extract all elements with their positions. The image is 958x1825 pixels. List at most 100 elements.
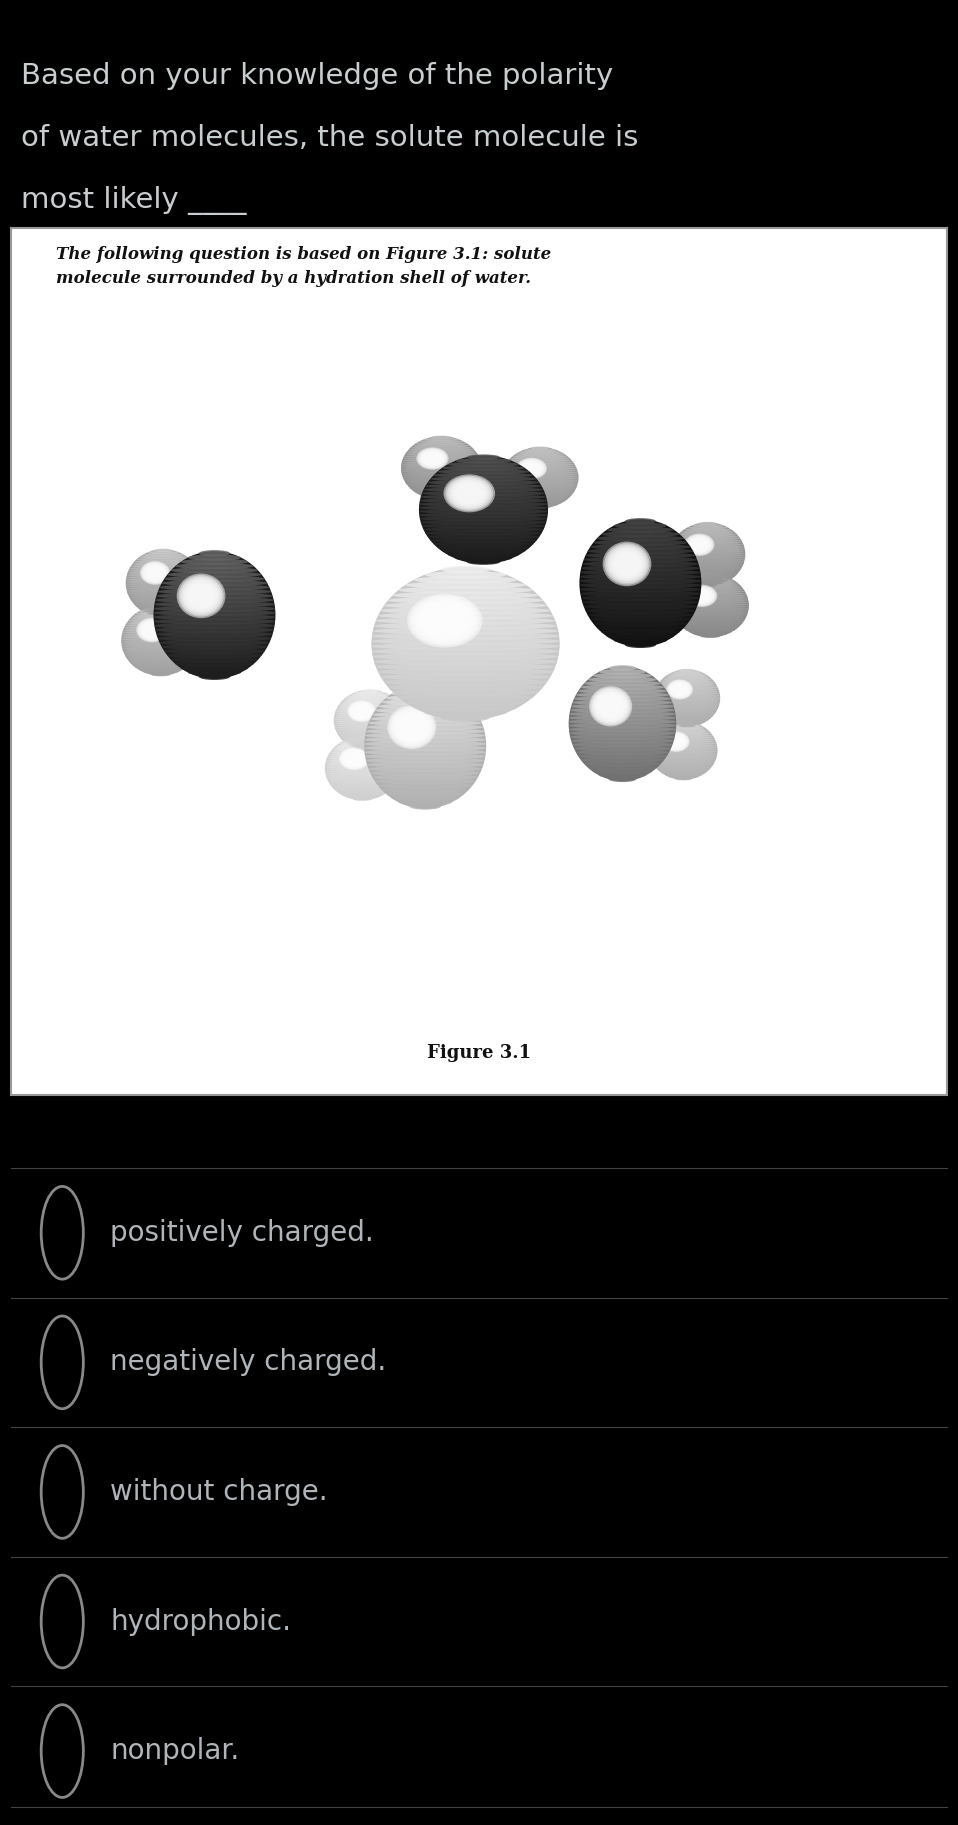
Ellipse shape [569, 712, 675, 717]
Text: Figure 3.1: Figure 3.1 [427, 1044, 531, 1062]
Ellipse shape [530, 447, 550, 449]
Ellipse shape [425, 608, 464, 635]
Ellipse shape [608, 664, 636, 672]
Ellipse shape [505, 489, 575, 493]
Ellipse shape [593, 620, 688, 626]
Ellipse shape [140, 560, 171, 584]
Ellipse shape [373, 712, 478, 717]
Ellipse shape [505, 464, 575, 465]
Ellipse shape [125, 653, 196, 657]
Ellipse shape [673, 597, 748, 600]
Ellipse shape [688, 586, 717, 606]
Ellipse shape [188, 670, 241, 675]
Ellipse shape [126, 573, 200, 577]
Ellipse shape [597, 624, 684, 631]
Ellipse shape [393, 688, 538, 695]
Ellipse shape [597, 694, 625, 719]
Ellipse shape [122, 637, 200, 641]
Ellipse shape [144, 624, 160, 637]
Ellipse shape [340, 748, 368, 768]
Ellipse shape [335, 788, 389, 792]
Ellipse shape [416, 491, 468, 495]
Ellipse shape [373, 774, 478, 781]
Ellipse shape [585, 553, 696, 558]
Ellipse shape [354, 692, 385, 694]
Ellipse shape [654, 692, 719, 695]
Ellipse shape [670, 681, 690, 697]
Ellipse shape [582, 566, 699, 571]
Ellipse shape [669, 776, 698, 777]
Ellipse shape [602, 531, 679, 537]
Ellipse shape [665, 774, 702, 776]
Ellipse shape [602, 697, 620, 715]
Ellipse shape [659, 770, 708, 772]
Ellipse shape [344, 752, 364, 766]
Ellipse shape [507, 462, 574, 464]
Ellipse shape [342, 741, 383, 743]
Ellipse shape [672, 573, 749, 637]
Ellipse shape [378, 703, 472, 710]
Ellipse shape [650, 757, 716, 761]
Ellipse shape [325, 763, 399, 766]
Ellipse shape [675, 569, 741, 571]
Ellipse shape [153, 549, 173, 551]
Ellipse shape [410, 447, 472, 449]
Ellipse shape [678, 533, 737, 537]
Ellipse shape [455, 458, 512, 464]
Ellipse shape [189, 584, 214, 608]
Ellipse shape [410, 487, 472, 489]
Ellipse shape [445, 476, 493, 511]
Ellipse shape [346, 752, 363, 765]
Ellipse shape [573, 741, 673, 748]
Ellipse shape [677, 620, 743, 622]
Ellipse shape [689, 586, 715, 606]
Ellipse shape [525, 464, 538, 473]
Ellipse shape [671, 549, 745, 553]
Ellipse shape [372, 637, 559, 644]
Ellipse shape [372, 631, 559, 641]
Ellipse shape [687, 526, 728, 529]
Ellipse shape [144, 608, 178, 611]
Ellipse shape [678, 586, 742, 589]
Ellipse shape [502, 480, 579, 482]
Ellipse shape [516, 458, 547, 480]
Ellipse shape [334, 714, 405, 717]
Ellipse shape [625, 518, 656, 524]
Ellipse shape [134, 560, 193, 564]
Ellipse shape [364, 741, 486, 746]
Ellipse shape [188, 555, 241, 560]
Ellipse shape [369, 766, 482, 772]
Ellipse shape [406, 482, 476, 485]
Ellipse shape [372, 648, 559, 655]
Ellipse shape [380, 673, 551, 681]
Ellipse shape [423, 487, 543, 493]
Ellipse shape [148, 568, 163, 579]
Ellipse shape [650, 745, 717, 746]
Ellipse shape [594, 690, 627, 723]
Ellipse shape [342, 794, 383, 796]
Ellipse shape [655, 732, 712, 735]
Ellipse shape [147, 566, 164, 580]
Ellipse shape [366, 757, 485, 763]
Ellipse shape [140, 620, 165, 641]
Ellipse shape [450, 480, 488, 507]
Ellipse shape [672, 608, 749, 610]
Ellipse shape [423, 438, 459, 442]
Ellipse shape [517, 458, 546, 478]
Ellipse shape [654, 763, 713, 766]
Ellipse shape [335, 745, 389, 748]
Ellipse shape [655, 766, 712, 768]
Ellipse shape [124, 626, 197, 630]
Ellipse shape [199, 549, 230, 557]
Ellipse shape [663, 677, 711, 679]
Ellipse shape [156, 631, 273, 637]
Ellipse shape [393, 710, 431, 745]
Ellipse shape [139, 608, 188, 611]
Ellipse shape [511, 496, 570, 498]
Ellipse shape [378, 783, 472, 788]
Ellipse shape [508, 458, 572, 462]
Ellipse shape [351, 703, 373, 719]
Ellipse shape [700, 573, 720, 577]
Ellipse shape [393, 591, 538, 599]
Ellipse shape [128, 619, 194, 622]
